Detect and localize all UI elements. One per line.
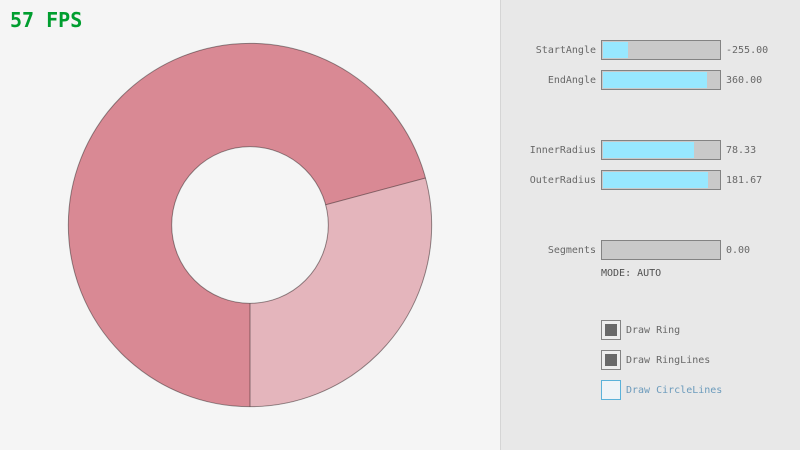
endangle-slider-value: 360.00 (726, 75, 763, 86)
segments-mode-label: MODE: AUTO (601, 268, 662, 279)
draw-ring-checkbox-row: Draw Ring (501, 320, 800, 340)
fps-counter: 57 FPS (10, 8, 83, 32)
outerradius-slider-fill (603, 172, 709, 188)
outerradius-slider-row: OuterRadius 181.67 (501, 170, 800, 190)
endangle-slider-label: EndAngle (547, 75, 596, 86)
innerradius-slider-fill (603, 142, 694, 158)
startangle-slider-row: StartAngle -255.00 (501, 40, 800, 60)
endangle-slider[interactable] (601, 70, 721, 90)
draw-ring-checkbox[interactable] (601, 320, 621, 340)
startangle-slider-value: -255.00 (726, 45, 769, 56)
startangle-slider-label: StartAngle (535, 45, 596, 56)
segments-slider[interactable] (601, 240, 721, 260)
outerradius-slider-value: 181.67 (726, 175, 763, 186)
segments-slider-row: Segments 0.00 (501, 240, 800, 260)
draw-circlelines-checkbox-label: Draw CircleLines (626, 385, 723, 396)
endangle-slider-fill (603, 72, 708, 88)
check-mark (605, 354, 617, 366)
innerradius-slider-value: 78.33 (726, 145, 757, 156)
draw-ringlines-checkbox-label: Draw RingLines (626, 355, 711, 366)
controls-panel: StartAngle -255.00 EndAngle 360.00 Inner… (500, 0, 800, 450)
innerradius-slider[interactable] (601, 140, 721, 160)
ring-figure (67, 42, 433, 408)
endangle-slider-row: EndAngle 360.00 (501, 70, 800, 90)
draw-circlelines-checkbox-row: Draw CircleLines (501, 380, 800, 400)
innerradius-slider-row: InnerRadius 78.33 (501, 140, 800, 160)
outerradius-slider-label: OuterRadius (529, 175, 596, 186)
draw-ringlines-checkbox[interactable] (601, 350, 621, 370)
innerradius-slider-label: InnerRadius (529, 145, 596, 156)
draw-ring-checkbox-label: Draw Ring (626, 325, 681, 336)
outerradius-slider[interactable] (601, 170, 721, 190)
draw-ringlines-checkbox-row: Draw RingLines (501, 350, 800, 370)
segments-slider-value: 0.00 (726, 245, 751, 256)
startangle-slider-fill (603, 42, 629, 58)
segments-slider-label: Segments (547, 245, 596, 256)
draw-circlelines-checkbox[interactable] (601, 380, 621, 400)
startangle-slider[interactable] (601, 40, 721, 60)
check-mark (605, 324, 617, 336)
